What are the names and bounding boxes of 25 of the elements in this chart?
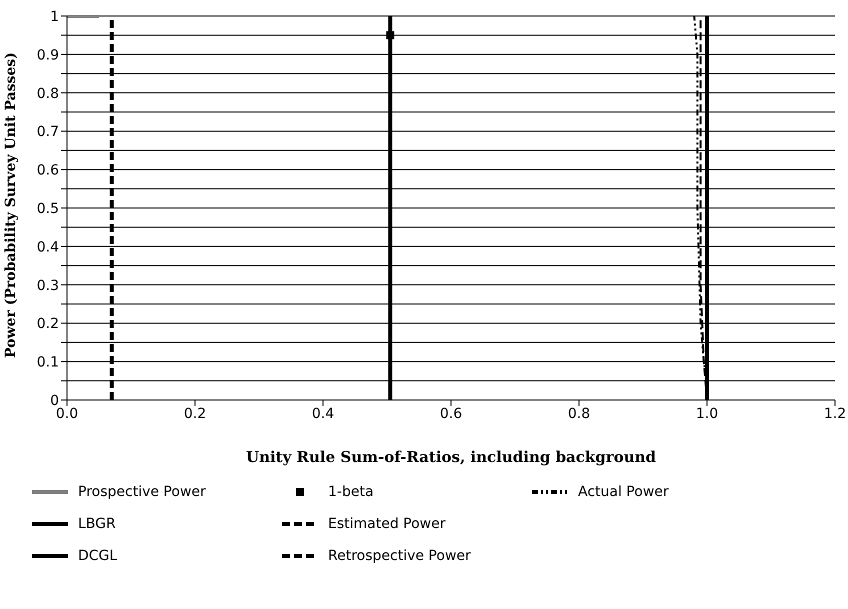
y-tick-label: 0.1 [36,354,59,371]
y-tick-label: 0.3 [36,278,59,294]
legend-label: Estimated Power [328,516,446,532]
legend-label: 1-beta [328,484,374,500]
x-tick-label: 0.4 [312,406,334,422]
x-tick-label: 1.2 [824,406,846,422]
x-tick-label: 0.2 [184,406,206,422]
x-tick-label: 0.8 [568,406,590,422]
y-tick-label: 0.5 [36,200,59,217]
legend-label: Actual Power [578,484,669,500]
y-tick-label: 0.2 [36,316,59,332]
y-tick-label: 0.8 [36,86,59,102]
x-tick-label: 0.6 [440,406,462,422]
x-tick-label: 1.0 [696,406,718,422]
legend-label: Prospective Power [78,484,206,500]
y-tick-label: 0.7 [36,124,59,140]
legend-label: DCGL [78,548,118,564]
x-axis-title: Unity Rule Sum-of-Ratios, including background [246,448,657,466]
y-tick-label: 1 [50,8,59,25]
legend-label: LBGR [78,516,116,532]
y-tick-label: 0.4 [36,239,60,256]
y-tick-label: 0.9 [36,47,59,64]
y-axis-title: Power (Probability Survey Unit Passes) [2,52,19,358]
legend-label: Retrospective Power [328,548,471,564]
y-tick-label: 0.6 [36,162,60,179]
